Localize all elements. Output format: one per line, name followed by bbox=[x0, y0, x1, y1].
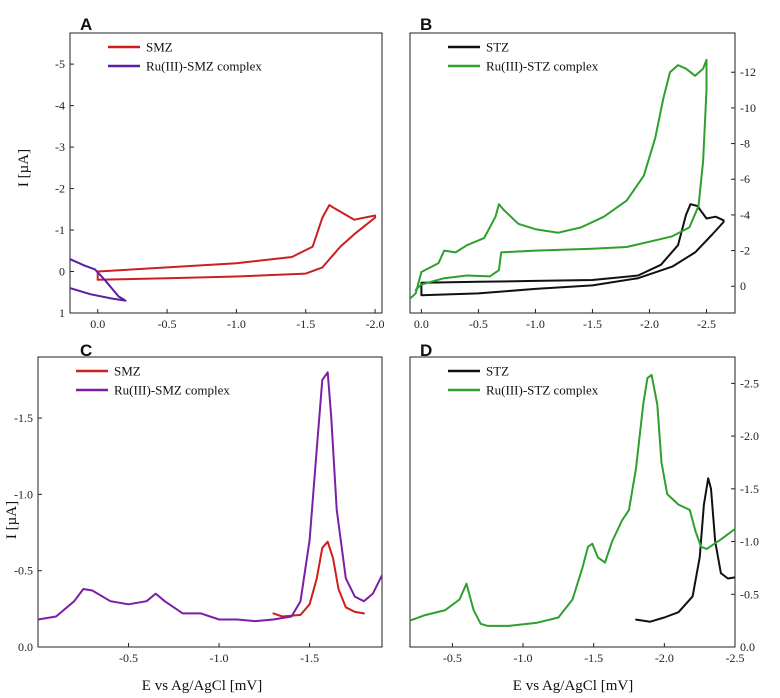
series-line-b-1 bbox=[420, 203, 725, 297]
y-tick-label: -4 bbox=[740, 208, 750, 222]
y-axis-label-top: I [µA] bbox=[16, 149, 32, 187]
panel-label-a: A bbox=[80, 15, 92, 34]
legend-label: SMZ bbox=[146, 40, 173, 55]
y-tick-label: -0.5 bbox=[740, 587, 759, 601]
y-tick-label: -3 bbox=[55, 140, 65, 154]
y-tick-label: 0.0 bbox=[18, 640, 33, 654]
legend-label: STZ bbox=[486, 364, 509, 379]
y-axis-label-bottom: I [µA] bbox=[4, 501, 20, 539]
y-tick-label: -1.0 bbox=[740, 535, 759, 549]
y-tick-label: -1.0 bbox=[14, 487, 33, 501]
x-tick-label: -1.0 bbox=[526, 317, 545, 331]
y-tick-label: -1.5 bbox=[14, 411, 33, 425]
y-tick-label: -8 bbox=[740, 137, 750, 151]
legend-label: Ru(III)-STZ complex bbox=[486, 383, 599, 398]
x-tick-label: 0.0 bbox=[414, 317, 429, 331]
legend-label: SMZ bbox=[114, 364, 141, 379]
plot-frame-b bbox=[409, 32, 736, 314]
x-tick-label: -1.0 bbox=[227, 317, 246, 331]
panel-label-d: D bbox=[420, 341, 432, 360]
y-tick-label: -4 bbox=[55, 99, 65, 113]
y-tick-label: 0 bbox=[59, 265, 65, 279]
plot-frame-a bbox=[69, 32, 383, 314]
x-tick-label: -2.5 bbox=[697, 317, 716, 331]
panel-a: 0.0 -0.5 -1.0 -1.5 -2.0 1 0 -1 -2 -3 -4 -5 SMZ Ru(III… bbox=[55, 32, 385, 331]
y-tick-label: -0.5 bbox=[14, 564, 33, 578]
y-tick-label: -2.5 bbox=[740, 376, 759, 390]
legend-label: Ru(III)-SMZ complex bbox=[114, 383, 230, 398]
y-tick-label: 0.0 bbox=[740, 640, 755, 654]
x-tick-label: -0.5 bbox=[469, 317, 488, 331]
series-line-c-1 bbox=[272, 540, 365, 618]
y-tick-label: -2 bbox=[55, 182, 65, 196]
x-tick-label: -1.5 bbox=[584, 651, 603, 665]
y-tick-label: -1.5 bbox=[740, 482, 759, 496]
x-tick-label: -0.5 bbox=[443, 651, 462, 665]
x-tick-label: -1.5 bbox=[296, 317, 315, 331]
x-tick-label: -1.5 bbox=[300, 651, 319, 665]
x-tick-label: -1.0 bbox=[514, 651, 533, 665]
legend-label: Ru(III)-STZ complex bbox=[486, 59, 599, 74]
x-tick-label: -2.0 bbox=[366, 317, 385, 331]
panel-b: 0.0 -0.5 -1.0 -1.5 -2.0 -2.5 0 -2 -4 -6 -8 -10 -12 ST… bbox=[409, 32, 756, 331]
x-tick-label: -0.5 bbox=[119, 651, 138, 665]
x-tick-label: -1.0 bbox=[210, 651, 229, 665]
series-line-a-1 bbox=[96, 204, 377, 281]
x-tick-label: -1.5 bbox=[583, 317, 602, 331]
y-tick-label: -5 bbox=[55, 57, 65, 71]
panel-c: -0.5 -1.0 -1.5 0.0 -0.5 -1.0 -1.5 SMZ Ru(III)-SM… bbox=[14, 356, 383, 665]
y-tick-label: -12 bbox=[740, 65, 756, 79]
x-tick-label: -2.0 bbox=[655, 651, 674, 665]
legend-label: Ru(III)-SMZ complex bbox=[146, 59, 262, 74]
plot-frame-d bbox=[409, 356, 736, 648]
x-tick-label: -2.5 bbox=[726, 651, 745, 665]
panel-label-b: B bbox=[420, 15, 432, 34]
y-tick-label: -2.0 bbox=[740, 429, 759, 443]
legend-label: STZ bbox=[486, 40, 509, 55]
x-axis-label-c: E vs Ag/AgCl [mV] bbox=[142, 678, 262, 694]
x-axis-label-d: E vs Ag/AgCl [mV] bbox=[513, 678, 633, 694]
plot-frame-c bbox=[37, 356, 383, 648]
y-tick-label: -10 bbox=[740, 101, 756, 115]
series-line-c-2 bbox=[38, 371, 382, 623]
series-line-d-2 bbox=[410, 373, 735, 627]
series-line-b-2 bbox=[410, 58, 708, 300]
y-tick-label: -2 bbox=[740, 244, 750, 258]
y-tick-label: 0 bbox=[740, 279, 746, 293]
x-tick-label: 0.0 bbox=[90, 317, 105, 331]
panel-label-c: C bbox=[80, 341, 92, 360]
x-tick-label: -0.5 bbox=[158, 317, 177, 331]
x-tick-label: -2.0 bbox=[640, 317, 659, 331]
y-tick-label: 1 bbox=[59, 306, 65, 320]
y-tick-label: -1 bbox=[55, 223, 65, 237]
y-tick-label: -6 bbox=[740, 172, 750, 186]
panel-d: -0.5 -1.0 -1.5 -2.0 -2.50.0-0.5-1.0-1.5-2.0-… bbox=[409, 356, 759, 665]
series-line-d-1 bbox=[635, 477, 735, 623]
